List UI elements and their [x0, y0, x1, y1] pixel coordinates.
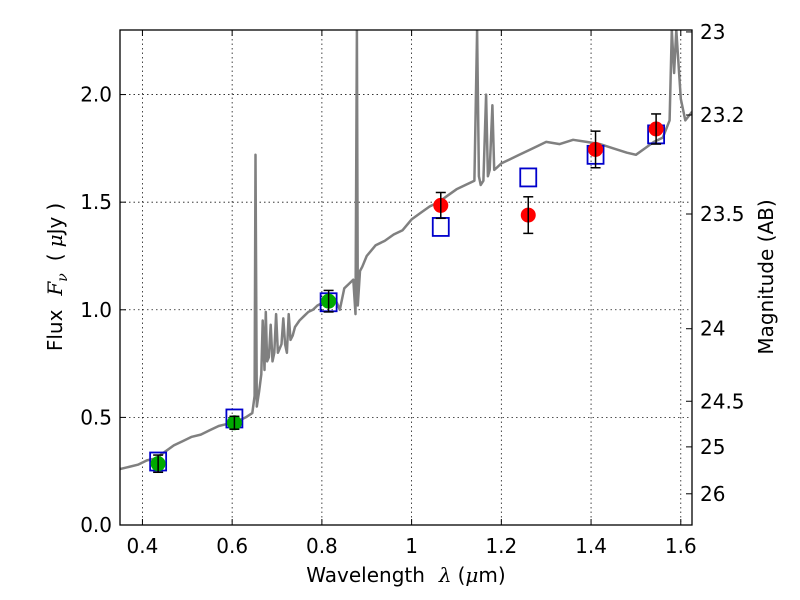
y2-tick-label: 23.2 — [700, 103, 745, 127]
spectrum-line — [120, 30, 692, 471]
x-tick-label: 0.6 — [216, 534, 248, 558]
x-tick-label: 0.8 — [306, 534, 338, 558]
y2-axis-label: Magnitude (AB) — [754, 199, 778, 354]
axes: 0.4 0.6 0.8 1 1.2 1.4 1.6 0.0 0.5 1.0 1.5 2.0 23 23.2… — [80, 20, 744, 558]
x-tick-label: 1.6 — [665, 534, 697, 558]
y2-tick-label: 23.5 — [700, 202, 745, 226]
y-tick-label: 0.0 — [80, 513, 112, 537]
y2-tick-label: 25 — [700, 435, 725, 459]
y-tick-label: 1.5 — [80, 190, 112, 214]
x-tick-label: 1 — [405, 534, 418, 558]
y-tick-label: 1.0 — [80, 298, 112, 322]
x-tick-label: 1.2 — [485, 534, 517, 558]
data-layer — [120, 30, 692, 474]
grid — [120, 30, 692, 526]
plot-area — [120, 30, 692, 525]
plot-frame — [119, 29, 693, 526]
y-axis-label: FluxFν(μJy) — [43, 203, 71, 351]
x-axis-label: Wavelength λ (μm) — [306, 563, 505, 587]
y-tick-label: 2.0 — [80, 83, 112, 107]
y2-tick-label: 24.5 — [700, 389, 745, 413]
model-photometry-marker — [519, 167, 538, 188]
x-tick-label: 1.4 — [575, 534, 607, 558]
y2-tick-label: 26 — [700, 482, 725, 506]
y2-tick-label: 24 — [700, 317, 725, 341]
x-tick-label: 0.4 — [127, 534, 159, 558]
y2-tick-label: 23 — [700, 20, 725, 44]
y-tick-label: 0.5 — [80, 405, 112, 429]
